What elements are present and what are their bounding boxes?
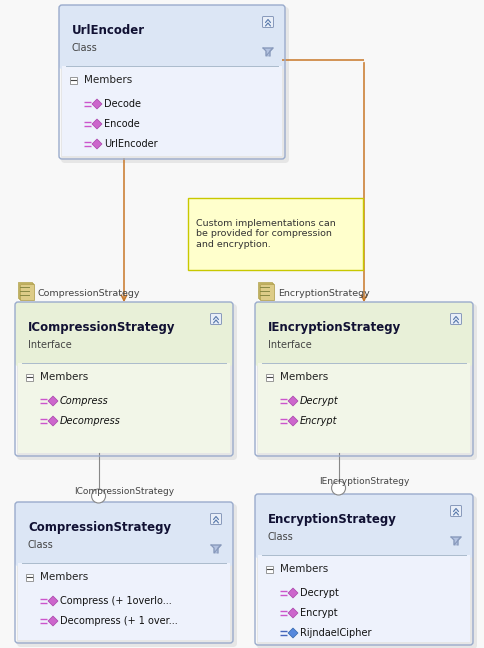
FancyBboxPatch shape: [20, 284, 34, 300]
Text: Members: Members: [279, 372, 328, 382]
Text: Members: Members: [84, 75, 132, 85]
Text: ICompressionStrategy: ICompressionStrategy: [74, 487, 174, 496]
Text: Interface: Interface: [28, 340, 72, 350]
Text: UrlEncoder: UrlEncoder: [104, 139, 157, 149]
FancyBboxPatch shape: [257, 304, 476, 460]
FancyBboxPatch shape: [262, 16, 273, 27]
FancyBboxPatch shape: [15, 302, 232, 366]
Polygon shape: [287, 416, 297, 426]
Polygon shape: [92, 139, 102, 149]
Text: Decrypt: Decrypt: [300, 588, 338, 598]
FancyBboxPatch shape: [188, 198, 362, 270]
FancyBboxPatch shape: [15, 502, 232, 566]
Polygon shape: [48, 416, 58, 426]
Text: ICompressionStrategy: ICompressionStrategy: [28, 321, 175, 334]
Text: Class: Class: [28, 540, 54, 550]
Polygon shape: [287, 628, 297, 638]
FancyBboxPatch shape: [17, 304, 237, 460]
Polygon shape: [287, 396, 297, 406]
Text: Class: Class: [72, 43, 98, 53]
FancyBboxPatch shape: [266, 566, 273, 572]
Circle shape: [91, 489, 106, 503]
Polygon shape: [48, 616, 58, 626]
Text: Compress (+ 1overlo...: Compress (+ 1overlo...: [60, 596, 171, 606]
Text: EncryptionStrategy: EncryptionStrategy: [277, 290, 369, 299]
Text: Decode: Decode: [104, 99, 141, 109]
Text: Interface: Interface: [268, 340, 311, 350]
FancyBboxPatch shape: [19, 283, 33, 299]
FancyBboxPatch shape: [18, 563, 229, 640]
Polygon shape: [287, 588, 297, 598]
Polygon shape: [48, 396, 58, 406]
FancyBboxPatch shape: [17, 504, 237, 647]
FancyBboxPatch shape: [450, 314, 461, 325]
Polygon shape: [287, 608, 297, 618]
Text: Members: Members: [40, 572, 88, 582]
Text: Encode: Encode: [104, 119, 139, 129]
Text: EncryptionStrategy: EncryptionStrategy: [268, 513, 396, 526]
FancyBboxPatch shape: [27, 573, 33, 581]
Text: IEncryptionStrategy: IEncryptionStrategy: [318, 478, 408, 487]
Circle shape: [331, 481, 345, 495]
Polygon shape: [262, 48, 272, 56]
FancyBboxPatch shape: [255, 302, 472, 366]
Text: Class: Class: [268, 532, 293, 542]
FancyBboxPatch shape: [210, 314, 221, 325]
FancyBboxPatch shape: [62, 66, 281, 156]
FancyBboxPatch shape: [18, 363, 229, 453]
FancyBboxPatch shape: [258, 283, 272, 299]
FancyBboxPatch shape: [259, 284, 273, 300]
Text: UrlEncoder: UrlEncoder: [72, 24, 145, 37]
Text: Decompress: Decompress: [60, 416, 121, 426]
Text: Custom implementations can
be provided for compression
and encryption.: Custom implementations can be provided f…: [196, 219, 335, 249]
FancyBboxPatch shape: [18, 282, 32, 298]
Polygon shape: [211, 545, 221, 553]
Polygon shape: [48, 596, 58, 606]
FancyBboxPatch shape: [59, 5, 285, 69]
Text: CompressionStrategy: CompressionStrategy: [28, 521, 171, 534]
FancyBboxPatch shape: [70, 76, 77, 84]
Text: Members: Members: [279, 564, 328, 574]
Text: Encrypt: Encrypt: [300, 608, 337, 618]
Text: Compress: Compress: [60, 396, 108, 406]
Text: CompressionStrategy: CompressionStrategy: [38, 290, 140, 299]
FancyBboxPatch shape: [61, 7, 288, 163]
Text: Decrypt: Decrypt: [300, 396, 338, 406]
FancyBboxPatch shape: [450, 505, 461, 516]
FancyBboxPatch shape: [210, 513, 221, 524]
FancyBboxPatch shape: [257, 555, 469, 642]
Text: RijndaelCipher: RijndaelCipher: [300, 628, 371, 638]
FancyBboxPatch shape: [257, 282, 272, 298]
FancyBboxPatch shape: [257, 363, 469, 453]
FancyBboxPatch shape: [27, 373, 33, 380]
Polygon shape: [450, 537, 460, 545]
Text: Members: Members: [40, 372, 88, 382]
Text: Encrypt: Encrypt: [300, 416, 337, 426]
Polygon shape: [92, 99, 102, 109]
FancyBboxPatch shape: [255, 494, 472, 558]
FancyBboxPatch shape: [266, 373, 273, 380]
Text: Decompress (+ 1 over...: Decompress (+ 1 over...: [60, 616, 177, 626]
Polygon shape: [92, 119, 102, 129]
FancyBboxPatch shape: [257, 496, 476, 648]
Text: IEncryptionStrategy: IEncryptionStrategy: [268, 321, 400, 334]
